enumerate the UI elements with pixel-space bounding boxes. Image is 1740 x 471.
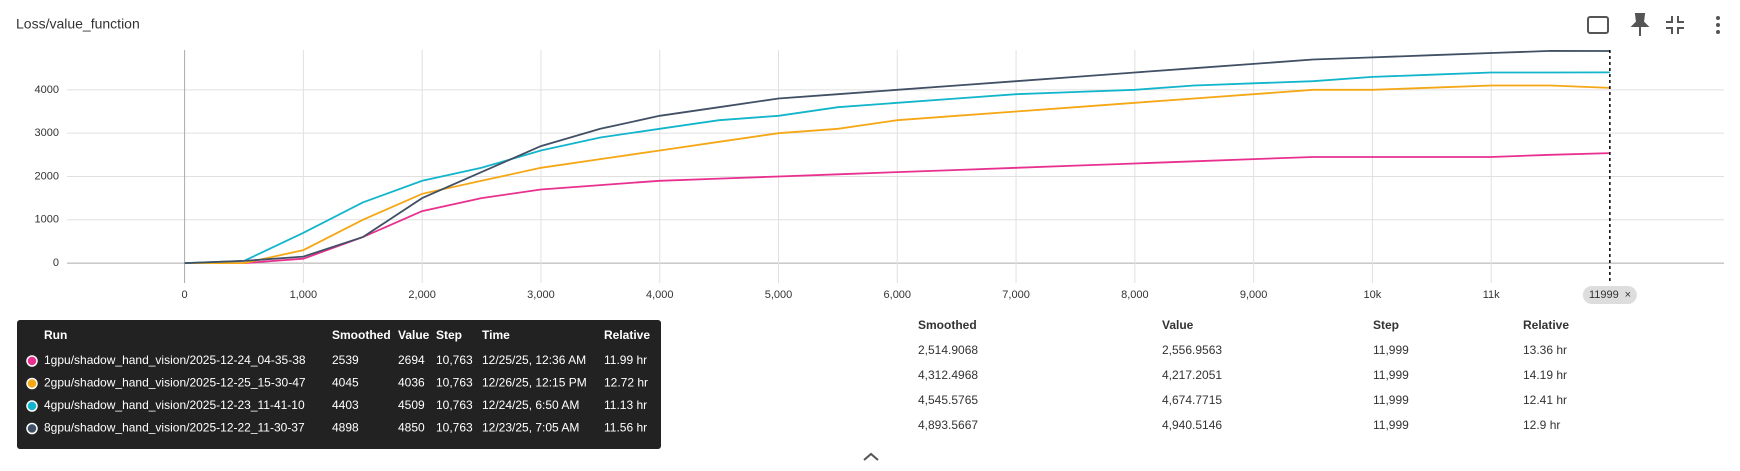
tooltip-cell: 12/24/25, 6:50 AM: [482, 398, 579, 412]
tooltip-cell: 4898: [332, 421, 359, 435]
toolbar[interactable]: [1587, 13, 1720, 36]
tooltip-cell: 2694: [398, 353, 425, 367]
tooltip-cell: 2539: [332, 353, 359, 367]
tooltip-cell: 4036: [398, 376, 425, 390]
x-tick-label: 9,000: [1240, 289, 1268, 301]
table-cell: 11,999: [1373, 418, 1409, 432]
table-header: Value: [1162, 318, 1194, 332]
tooltip-cell: 8gpu/shadow_hand_vision/2025-12-22_11-30…: [44, 421, 305, 435]
table-cell: 11,999: [1373, 368, 1409, 382]
series-line: [184, 71, 1610, 264]
table-cell: 11,999: [1373, 343, 1409, 357]
tooltip-cell: 11.13 hr: [604, 398, 647, 412]
x-tick-label: 5,000: [765, 289, 793, 301]
tooltip-box: [17, 320, 661, 449]
menu-icon[interactable]: [1716, 16, 1720, 34]
x-tick-label: 6,000: [884, 289, 912, 301]
expand-chevron[interactable]: [863, 452, 879, 461]
tooltip: Run Smoothed Value Step Time Relative 1gpu/sha…: [17, 320, 661, 449]
tooltip-cell: 10,763: [436, 376, 473, 390]
table-cell: 14.19 hr: [1523, 368, 1567, 382]
y-tick-label: 1000: [35, 214, 59, 226]
tooltip-header: Run: [44, 328, 67, 342]
tooltip-cell: 4509: [398, 398, 425, 412]
plot: 0 1000 2000 3000 4000 0 1,000 2,000 3,000 4,000 5,…: [35, 50, 1724, 304]
y-tick-label: 4000: [35, 84, 59, 96]
y-tick-label: 2000: [35, 170, 59, 182]
tooltip-cell: 10,763: [436, 398, 473, 412]
x-tick-label: 8,000: [1121, 289, 1149, 301]
tooltip-cell: 11.99 hr: [604, 353, 647, 367]
tooltip-cell: 4gpu/shadow_hand_vision/2025-12-23_11-41…: [44, 398, 305, 412]
table-cell: 4,893.5667: [918, 418, 978, 432]
table-cell: 4,545.5765: [918, 393, 978, 407]
x-tick-label: 7,000: [1002, 289, 1030, 301]
cursor-chip: [1582, 286, 1637, 304]
x-tick-label: 0: [182, 289, 188, 301]
table-cell: 4,674.7715: [1162, 393, 1222, 407]
tooltip-cell: 4403: [332, 398, 359, 412]
table-cell: 4,312.4968: [918, 368, 978, 382]
x-tick-label: 1,000: [290, 289, 318, 301]
tooltip-cell: 4850: [398, 421, 425, 435]
cursor-close: ×: [1625, 289, 1631, 301]
table-cell: 12.9 hr: [1523, 418, 1560, 432]
collapse-icon[interactable]: [1666, 16, 1684, 34]
tooltip-cell: 12/26/25, 12:15 PM: [482, 376, 587, 390]
table-cell: 2,514.9068: [918, 343, 978, 357]
series-line: [184, 152, 1610, 264]
table-cell: 13.36 hr: [1523, 343, 1567, 357]
tooltip-cell: 1gpu/shadow_hand_vision/2025-12-24_04-35…: [44, 353, 306, 367]
tooltip-header: Value: [398, 328, 430, 342]
tooltip-cell: 12/23/25, 7:05 AM: [482, 421, 579, 435]
tooltip-cell: 2gpu/shadow_hand_vision/2025-12-25_15-30…: [44, 376, 306, 390]
run-color-dot: [26, 400, 38, 412]
table-cell: 12.41 hr: [1523, 393, 1567, 407]
table-cell: 11,999: [1373, 393, 1409, 407]
tooltip-cell: 4045: [332, 376, 359, 390]
series-line: [184, 50, 1610, 264]
series-line: [184, 84, 1610, 264]
table-cell: 4,940.5146: [1162, 418, 1222, 432]
y-tick-label: 3000: [35, 127, 59, 139]
table-header: Relative: [1523, 318, 1569, 332]
table-header: Step: [1373, 318, 1399, 332]
fit-icon[interactable]: [1587, 16, 1609, 34]
run-color-dot: [26, 355, 38, 367]
tooltip-header: Time: [482, 328, 510, 342]
table-cell: 2,556.9563: [1162, 343, 1222, 357]
table-header: Smoothed: [918, 318, 977, 332]
tooltip-cell: 11.56 hr: [604, 421, 647, 435]
tooltip-header: Step: [436, 328, 462, 342]
tooltip-cell: 10,763: [436, 353, 473, 367]
pin-icon[interactable]: [1630, 13, 1650, 36]
x-tick-label: 4,000: [646, 289, 674, 301]
cursor-label: 11999: [1589, 289, 1619, 301]
tooltip-header: Smoothed: [332, 328, 391, 342]
x-tick-label: 11k: [1483, 289, 1500, 301]
x-tick-label: 10k: [1364, 289, 1382, 301]
table-cell: 4,217.2051: [1162, 368, 1222, 382]
tooltip-cell: 12.72 hr: [604, 376, 648, 390]
x-tick-label: 3,000: [527, 289, 555, 301]
tooltip-cell: 12/25/25, 12:36 AM: [482, 353, 586, 367]
tooltip-cell: 10,763: [436, 421, 473, 435]
data-table: SmoothedValueStepRelativeRun ↑2,514.9068…: [918, 318, 1569, 432]
run-color-dot: [26, 377, 38, 390]
card-title: Loss/value_function: [16, 16, 140, 32]
y-tick-label: 0: [53, 257, 59, 269]
tooltip-header: Relative: [604, 328, 650, 342]
x-tick-label: 2,000: [408, 289, 436, 301]
run-color-dot: [26, 422, 38, 435]
